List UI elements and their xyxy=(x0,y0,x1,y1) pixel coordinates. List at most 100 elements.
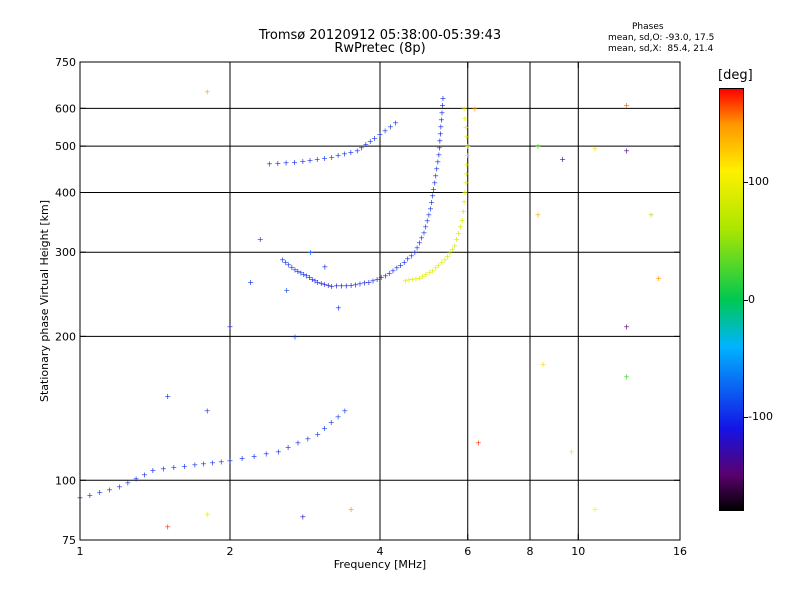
data-point: + xyxy=(333,282,340,291)
data-point: + xyxy=(149,466,156,475)
data-point: + xyxy=(275,447,282,456)
colorbar-unit-label: [deg] xyxy=(718,68,753,83)
data-point: + xyxy=(170,463,177,472)
y-tick-label: 600 xyxy=(55,102,76,115)
data-point: + xyxy=(451,241,458,250)
data-point: + xyxy=(314,155,321,164)
data-point: + xyxy=(438,122,445,131)
data-point: + xyxy=(366,278,373,287)
y-tick-label: 500 xyxy=(55,140,76,153)
data-point: + xyxy=(325,281,332,290)
data-point: + xyxy=(540,360,547,369)
data-point: + xyxy=(321,263,328,272)
data-point: + xyxy=(623,146,630,155)
data-point: + xyxy=(257,235,264,244)
data-point: + xyxy=(160,465,167,474)
data-point: + xyxy=(393,264,400,273)
data-point: + xyxy=(200,459,207,468)
data-point: + xyxy=(413,275,420,284)
data-point: + xyxy=(430,185,437,194)
data-point: + xyxy=(361,279,368,288)
data-point: + xyxy=(303,272,310,281)
data-point: + xyxy=(321,154,328,163)
data-point: + xyxy=(382,272,389,281)
data-point: + xyxy=(341,406,348,415)
data-point: + xyxy=(106,485,113,494)
data-point: + xyxy=(370,276,377,285)
data-point: + xyxy=(409,275,416,284)
data-point: + xyxy=(204,510,211,519)
data-point: + xyxy=(87,491,94,500)
data-point: + xyxy=(312,276,319,285)
data-point: + xyxy=(227,322,234,331)
data-point: + xyxy=(282,258,289,267)
data-point: + xyxy=(463,133,470,142)
data-point: + xyxy=(300,270,307,279)
data-point: + xyxy=(289,263,296,272)
data-point: + xyxy=(535,142,542,151)
data-point: + xyxy=(292,332,299,341)
data-point: + xyxy=(341,150,348,159)
data-point: + xyxy=(408,251,415,260)
data-point: + xyxy=(239,454,246,463)
data-point: + xyxy=(378,273,385,282)
data-point: + xyxy=(299,512,306,521)
data-point: + xyxy=(348,281,355,290)
data-point: + xyxy=(592,505,599,514)
data-point: + xyxy=(295,267,302,276)
data-point: + xyxy=(442,255,449,264)
data-point: + xyxy=(314,278,321,287)
data-point: + xyxy=(181,462,188,471)
data-point: + xyxy=(425,211,432,220)
data-point: + xyxy=(392,119,399,128)
data-point: + xyxy=(437,137,444,146)
data-point: + xyxy=(164,392,171,401)
data-point: + xyxy=(371,134,378,143)
data-point: + xyxy=(464,142,471,151)
data-point: + xyxy=(274,159,281,168)
data-point: + xyxy=(367,137,374,146)
x-tick-label: 8 xyxy=(527,545,534,558)
y-tick-label: 75 xyxy=(62,534,76,547)
data-point: + xyxy=(568,447,575,456)
data-point: + xyxy=(357,280,364,289)
data-point: + xyxy=(263,450,270,459)
data-point: + xyxy=(124,478,131,487)
data-point: + xyxy=(429,266,436,275)
data-point: + xyxy=(352,280,359,289)
y-axis-label: Stationary phase Virtual Height [km] xyxy=(38,200,51,402)
data-point: + xyxy=(204,406,211,415)
data-point: + xyxy=(402,276,409,285)
data-point: + xyxy=(559,155,566,164)
y-tick-label: 300 xyxy=(55,246,76,259)
x-tick-label: 16 xyxy=(673,545,687,558)
data-point: + xyxy=(209,458,216,467)
data-point: + xyxy=(387,122,394,131)
data-point: + xyxy=(382,126,389,135)
data-point: + xyxy=(460,207,467,216)
data-point: + xyxy=(424,217,431,226)
data-point: + xyxy=(440,94,447,103)
data-point: + xyxy=(401,258,408,267)
data-point: + xyxy=(623,322,630,331)
data-point: + xyxy=(335,303,342,312)
data-point: + xyxy=(463,123,470,132)
x-axis-label: Frequency [MHz] xyxy=(334,558,426,571)
data-point: + xyxy=(535,210,542,219)
data-point: + xyxy=(437,129,444,138)
chart-subtitle: RwPretec (8p) xyxy=(334,41,426,56)
data-point: + xyxy=(439,108,446,117)
data-point: + xyxy=(133,474,140,483)
data-point: + xyxy=(623,101,630,110)
data-point: + xyxy=(464,151,471,160)
data-point: + xyxy=(432,171,439,180)
data-point: + xyxy=(283,286,290,295)
data-point: + xyxy=(422,222,429,231)
data-point: + xyxy=(376,130,383,139)
data-point: + xyxy=(285,260,292,269)
data-point: + xyxy=(348,505,355,514)
data-point: + xyxy=(438,115,445,124)
data-point: + xyxy=(328,153,335,162)
data-point: + xyxy=(429,192,436,201)
data-point: + xyxy=(414,243,421,252)
